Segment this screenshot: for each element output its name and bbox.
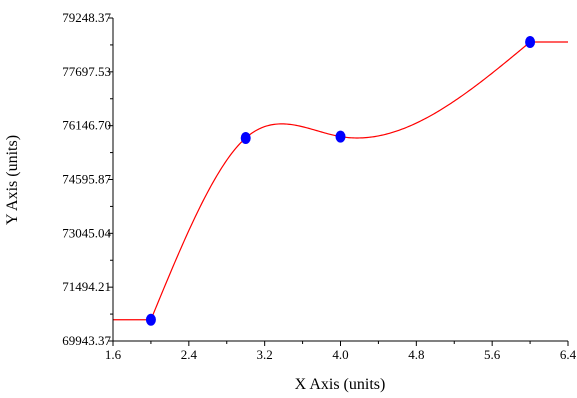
x-tick-label: 4.8 (408, 347, 424, 362)
data-point-marker (145, 313, 156, 326)
x-tick-label: 6.4 (560, 347, 577, 362)
x-tick-label: 1.6 (105, 347, 122, 362)
y-tick-label: 73045.04 (62, 225, 111, 240)
y-tick-label: 71494.21 (62, 279, 111, 294)
y-tick-label: 76146.70 (62, 118, 111, 133)
series-line (113, 41, 568, 321)
y-tick-label: 77697.53 (62, 64, 111, 79)
y-tick-label: 69943.37 (62, 333, 111, 348)
x-tick-label: 2.4 (181, 347, 198, 362)
y-tick-label: 74595.87 (62, 172, 111, 187)
y-tick-label: 79248.37 (62, 10, 111, 25)
y-axis-title: Y Axis (units) (4, 135, 21, 225)
x-tick-label: 3.2 (257, 347, 273, 362)
series-curve-layer (113, 41, 568, 321)
x-ticks: 1.6 2.4 3.2 4.0 4.8 5.6 6.4 (105, 341, 577, 362)
y-ticks: 69943.37 71494.21 73045.04 74595.87 76146.70… (62, 10, 113, 348)
series-marker-layer (145, 36, 536, 326)
data-point-marker (240, 131, 251, 144)
data-point-marker (335, 130, 346, 143)
x-axis-title: X Axis (units) (295, 376, 386, 393)
data-point-marker (525, 36, 536, 49)
x-tick-label: 5.6 (484, 347, 501, 362)
x-tick-label: 4.0 (332, 347, 348, 362)
